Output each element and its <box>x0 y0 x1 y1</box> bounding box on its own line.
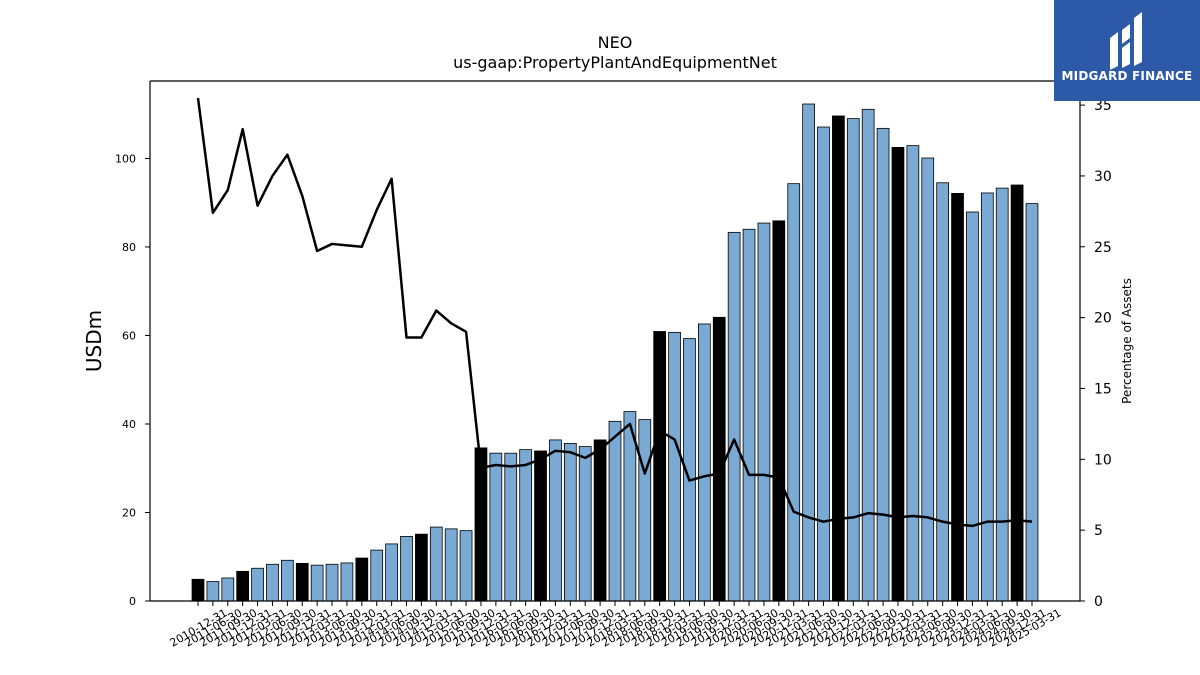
bar-2024-12-31 <box>1010 184 1024 602</box>
bar-2013-06-30 <box>325 563 339 602</box>
bar-2022-09-30 <box>876 127 890 602</box>
bar-2014-06-30 <box>385 543 398 602</box>
bar-2012-12-31 <box>295 562 309 602</box>
chart-subtitle: us-gaap:PropertyPlantAndEquipmentNet <box>453 53 777 72</box>
bar-2023-12-31 <box>951 193 964 602</box>
bar-2019-09-30 <box>698 323 711 602</box>
y-tick-label: 0 <box>129 595 136 608</box>
y-axis-ticks: 0 20 40 60 80 100 <box>115 152 150 608</box>
y-tick-label: 80 <box>122 241 136 254</box>
bar-2025-03-31 <box>1025 203 1039 602</box>
y2-tick-label: 0 <box>1094 594 1103 610</box>
y2-tick-label: 30 <box>1094 169 1112 185</box>
bar-2013-03-31 <box>310 564 324 602</box>
bar-2011-09-30 <box>221 577 235 602</box>
y2-tick-label: 10 <box>1094 452 1112 468</box>
bar-2015-03-31 <box>429 526 443 602</box>
bar-2024-06-30 <box>980 192 994 602</box>
bar-2021-12-31 <box>832 115 845 602</box>
bar-2014-09-30 <box>400 535 413 602</box>
y-axis-label: USDm <box>82 310 106 372</box>
y2-tick-label: 5 <box>1094 523 1103 539</box>
percentage-line <box>196 97 1033 528</box>
bar-2018-12-31 <box>653 331 667 602</box>
bar-2014-12-31 <box>415 533 428 602</box>
bar-2017-03-31 <box>549 439 562 602</box>
bar-2019-03-31 <box>668 331 681 602</box>
bar-2010-12-31 <box>191 578 205 602</box>
bar-2016-03-31 <box>489 452 503 602</box>
percentage-line-series <box>196 97 1033 528</box>
midgard-logo-icon <box>1110 12 1142 70</box>
bar-2016-06-30 <box>504 452 518 602</box>
x-axis-ticks: 2010-12-312011-06-302011-09-302011-12-31… <box>168 601 1064 650</box>
bar-2015-09-30 <box>459 530 473 602</box>
bar-2023-06-30 <box>921 157 935 602</box>
bar-2024-09-30 <box>995 187 1009 602</box>
bar-2011-06-30 <box>206 581 220 602</box>
bar-2021-06-30 <box>802 103 815 602</box>
y-tick-label: 60 <box>122 329 136 342</box>
chart-title: NEO <box>598 33 633 52</box>
bar-2021-03-31 <box>787 183 801 602</box>
y-tick-label: 40 <box>122 418 136 431</box>
bar-2012-06-30 <box>266 563 279 602</box>
bar-2024-03-31 <box>966 211 979 602</box>
bar-2011-12-31 <box>236 570 250 602</box>
bar-2017-06-30 <box>563 443 577 602</box>
y2-tick-label: 25 <box>1094 240 1112 256</box>
bar-2012-09-30 <box>280 559 294 602</box>
bar-2022-12-31 <box>891 146 905 602</box>
y2-tick-label: 20 <box>1094 311 1112 327</box>
y2-axis-ticks: 0 5 10 15 20 25 30 35 <box>1080 98 1112 610</box>
bar-2016-12-31 <box>534 450 547 602</box>
y-tick-label: 20 <box>122 506 136 519</box>
brand-logo: MIDGARD FINANCE <box>1054 0 1200 101</box>
bar-2015-06-30 <box>444 528 458 602</box>
bar-2019-12-31 <box>712 316 726 602</box>
bar-series <box>191 103 1039 602</box>
bar-2013-12-31 <box>355 557 369 602</box>
y-tick-label: 100 <box>115 152 136 165</box>
bar-2021-09-30 <box>817 126 830 602</box>
y2-tick-label: 35 <box>1094 98 1112 114</box>
bar-2020-12-31 <box>772 220 786 602</box>
bar-2017-12-31 <box>593 439 607 602</box>
y2-axis-label: Percentage of Assets <box>1120 278 1134 404</box>
bar-2020-09-30 <box>757 222 771 602</box>
bar-2018-09-30 <box>638 419 652 602</box>
bar-2012-03-31 <box>251 567 264 602</box>
bar-2015-12-31 <box>474 447 488 602</box>
bar-2020-03-31 <box>727 231 741 602</box>
bar-2020-06-30 <box>742 228 756 602</box>
bar-2014-03-31 <box>370 549 384 602</box>
bar-2023-09-30 <box>936 182 950 602</box>
bar-2022-03-31 <box>846 118 860 602</box>
bar-2022-06-30 <box>861 108 875 602</box>
bar-2013-09-30 <box>340 562 354 602</box>
bar-2023-03-31 <box>906 145 920 602</box>
brand-logo-text: MIDGARD FINANCE <box>1061 69 1193 83</box>
bar-2017-09-30 <box>578 446 592 602</box>
bar-2016-09-30 <box>519 449 533 602</box>
y2-tick-label: 15 <box>1094 381 1112 397</box>
bar-2018-03-31 <box>608 420 622 602</box>
